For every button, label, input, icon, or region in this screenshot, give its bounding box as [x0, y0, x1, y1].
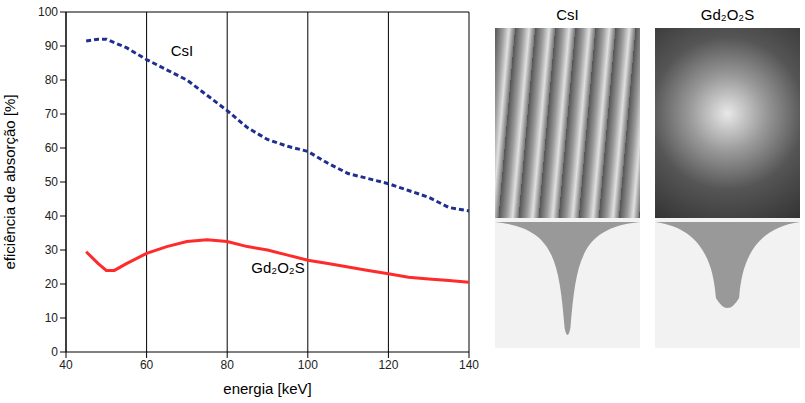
svg-text:CsI: CsI	[171, 42, 194, 59]
svg-text:eficiência de absorção [%]: eficiência de absorção [%]	[1, 94, 18, 269]
svg-text:50: 50	[45, 175, 59, 189]
html-text:Gd₂O₂S: Gd₂O₂S	[700, 6, 755, 23]
svg-text:40: 40	[59, 358, 73, 372]
svg-text:Gd₂O₂S: Gd₂O₂S	[251, 259, 304, 276]
svg-text:10: 10	[45, 311, 59, 325]
svg-text:30: 30	[45, 243, 59, 257]
svg-text:100: 100	[298, 358, 318, 372]
svg-text:80: 80	[221, 358, 235, 372]
svg-text:energia [keV]: energia [keV]	[223, 380, 311, 397]
svg-text:60: 60	[140, 358, 154, 372]
svg-text:60: 60	[45, 141, 59, 155]
svg-text:40: 40	[45, 209, 59, 223]
svg-text:90: 90	[45, 39, 59, 53]
svg-text:100: 100	[38, 5, 58, 19]
svg-text:120: 120	[378, 358, 398, 372]
svg-text:20: 20	[45, 277, 59, 291]
svg-text:0: 0	[51, 345, 58, 359]
html-text:CsI: CsI	[556, 6, 579, 23]
svg-text:70: 70	[45, 107, 59, 121]
svg-text:140: 140	[459, 358, 479, 372]
svg-text:80: 80	[45, 73, 59, 87]
